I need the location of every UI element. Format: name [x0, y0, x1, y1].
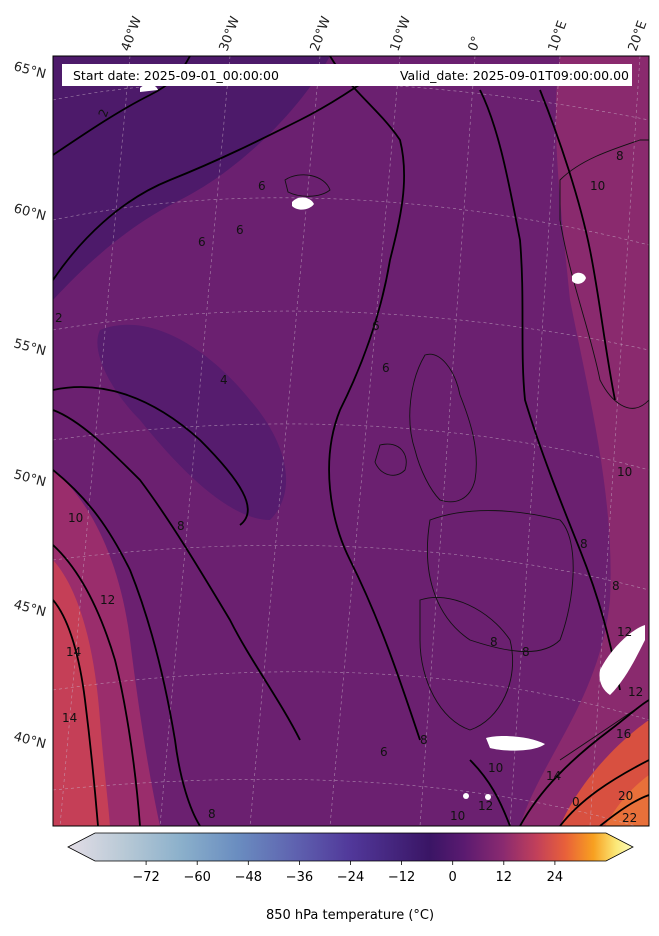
contour-label: 10 — [590, 179, 605, 193]
colorbar-tick-label: 24 — [547, 870, 564, 885]
contour-label: 20 — [618, 789, 633, 803]
lat-label-65n: 65°N — [12, 59, 48, 82]
contour-lines — [53, 56, 649, 826]
map-frame — [52, 55, 650, 827]
lat-label-55n: 55°N — [12, 336, 48, 359]
contour-label: 8 — [580, 537, 588, 551]
valid-date-label: Valid_date: 2025-09-01T09:00:00.00 — [400, 68, 629, 83]
colorbar-tick-label: −48 — [235, 870, 262, 885]
contour-label: 12 — [617, 625, 632, 639]
contour-label: 14 — [62, 711, 77, 725]
lat-label-60n: 60°N — [12, 201, 48, 224]
field-cold-northwest — [53, 56, 330, 300]
colorbar: −72 −60 −48 −36 −24 −12 0 12 24 850 hPa temperat… — [67, 832, 634, 923]
contour-label: 6 — [382, 361, 390, 375]
start-date-label: Start date: 2025-09-01_00:00:00 — [73, 68, 279, 83]
contour-label: 6 — [198, 235, 206, 249]
contour-label: 16 — [616, 727, 631, 741]
lon-label-10e: 10°E — [546, 19, 571, 54]
colorbar-tick-label: −12 — [388, 870, 415, 885]
contour-label: 8 — [208, 807, 216, 821]
longitude-labels: 40°W 30°W 20°W 10°W 0° 10°E 20°E — [119, 14, 651, 53]
contour-label: 12 — [478, 799, 493, 813]
colorbar-ticks: −72 −60 −48 −36 −24 −12 0 12 24 — [132, 861, 563, 885]
lon-label-40w: 40°W — [119, 14, 145, 53]
lon-label-30w: 30°W — [217, 14, 243, 53]
colorbar-tick-label: 0 — [449, 870, 457, 885]
field-cold-tongue — [97, 324, 287, 520]
contour-label: 0 — [572, 795, 580, 809]
lat-label-40n: 40°N — [12, 729, 48, 752]
contour-label: 14 — [546, 769, 561, 783]
contour-label: 10 — [488, 761, 503, 775]
lon-label-0: 0° — [466, 34, 485, 53]
lon-label-20e: 20°E — [626, 19, 651, 54]
contour-label: 8 — [420, 733, 428, 747]
contour-label: 2 — [55, 311, 63, 325]
graticule — [53, 56, 649, 826]
colorbar-tick-label: −60 — [183, 870, 210, 885]
temperature-field — [53, 56, 649, 826]
field-warm-east — [520, 56, 649, 826]
contour-label: 6 — [372, 319, 380, 333]
contour-label: 10 — [450, 809, 465, 823]
lat-label-45n: 45°N — [12, 597, 48, 620]
contour-label: 12 — [628, 685, 643, 699]
contour-label: 22 — [622, 811, 637, 825]
colorbar-tick-label: 12 — [496, 870, 513, 885]
colorbar-tick-label: −72 — [132, 870, 159, 885]
colorbar-tick-label: −24 — [337, 870, 364, 885]
contour-label: 8 — [490, 635, 498, 649]
contour-label: 14 — [66, 645, 81, 659]
contour-label-group: 2 2 4 6 6 6 6 6 6 8 8 8 8 8 8 8 8 10 10 … — [55, 107, 643, 825]
contour-label: 12 — [100, 593, 115, 607]
latitude-labels: 65°N 60°N 55°N 50°N 45°N 40°N — [12, 59, 48, 752]
contour-label: 6 — [236, 223, 244, 237]
colorbar-ramp — [67, 832, 634, 862]
lon-label-10w: 10°W — [388, 14, 414, 53]
contour-label: 8 — [522, 645, 530, 659]
lon-label-20w: 20°W — [308, 14, 334, 53]
colorbar-title: 850 hPa temperature (°C) — [266, 908, 434, 923]
contour-label: 10 — [68, 511, 83, 525]
contour-label: 8 — [612, 579, 620, 593]
contour-label: 6 — [380, 745, 388, 759]
contour-label: 6 — [258, 179, 266, 193]
contour-label: 8 — [616, 149, 624, 163]
header-band — [62, 64, 632, 86]
colorbar-tick-label: −36 — [286, 870, 313, 885]
contour-label: 8 — [177, 519, 185, 533]
contour-label: 10 — [617, 465, 632, 479]
coastlines — [284, 139, 649, 761]
contour-label: 2 — [96, 107, 112, 119]
lat-label-50n: 50°N — [12, 467, 48, 490]
missing-data-patches — [140, 84, 645, 800]
contour-label: 4 — [220, 373, 228, 387]
